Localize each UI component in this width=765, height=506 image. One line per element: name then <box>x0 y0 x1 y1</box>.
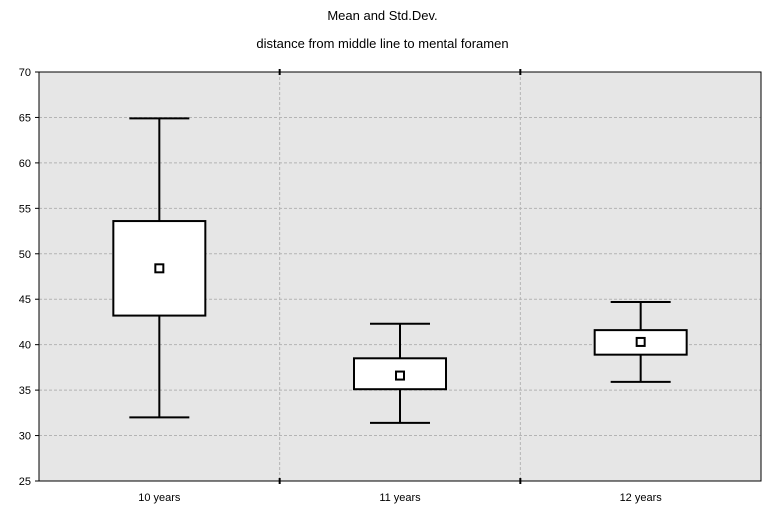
x-tick-label: 12 years <box>620 492 663 504</box>
box-group <box>353 322 447 424</box>
plot-frame <box>38 71 762 482</box>
std-dev-box <box>593 329 688 356</box>
x-tick-label: 11 years <box>379 492 421 504</box>
y-tick-label: 55 <box>19 203 31 215</box>
y-tick-label: 50 <box>19 249 31 261</box>
y-tick-label: 65 <box>19 112 31 124</box>
y-tick-label: 60 <box>19 158 31 170</box>
mean-marker <box>395 370 405 381</box>
box-group <box>112 117 207 419</box>
box-group <box>593 300 688 383</box>
chart-subtitle: distance from middle line to mental fora… <box>256 36 509 51</box>
chart-title: Mean and Std.Dev. <box>327 8 438 23</box>
y-tick-label: 35 <box>19 385 31 397</box>
mean-marker <box>635 336 646 347</box>
x-tick-label: 10 years <box>138 492 181 504</box>
y-tick-label: 30 <box>19 431 31 443</box>
y-tick-label: 25 <box>19 476 31 488</box>
y-tick-label: 40 <box>19 340 31 352</box>
y-tick-label: 70 <box>19 67 31 79</box>
y-tick-label: 45 <box>19 294 31 306</box>
mean-marker <box>154 263 165 274</box>
